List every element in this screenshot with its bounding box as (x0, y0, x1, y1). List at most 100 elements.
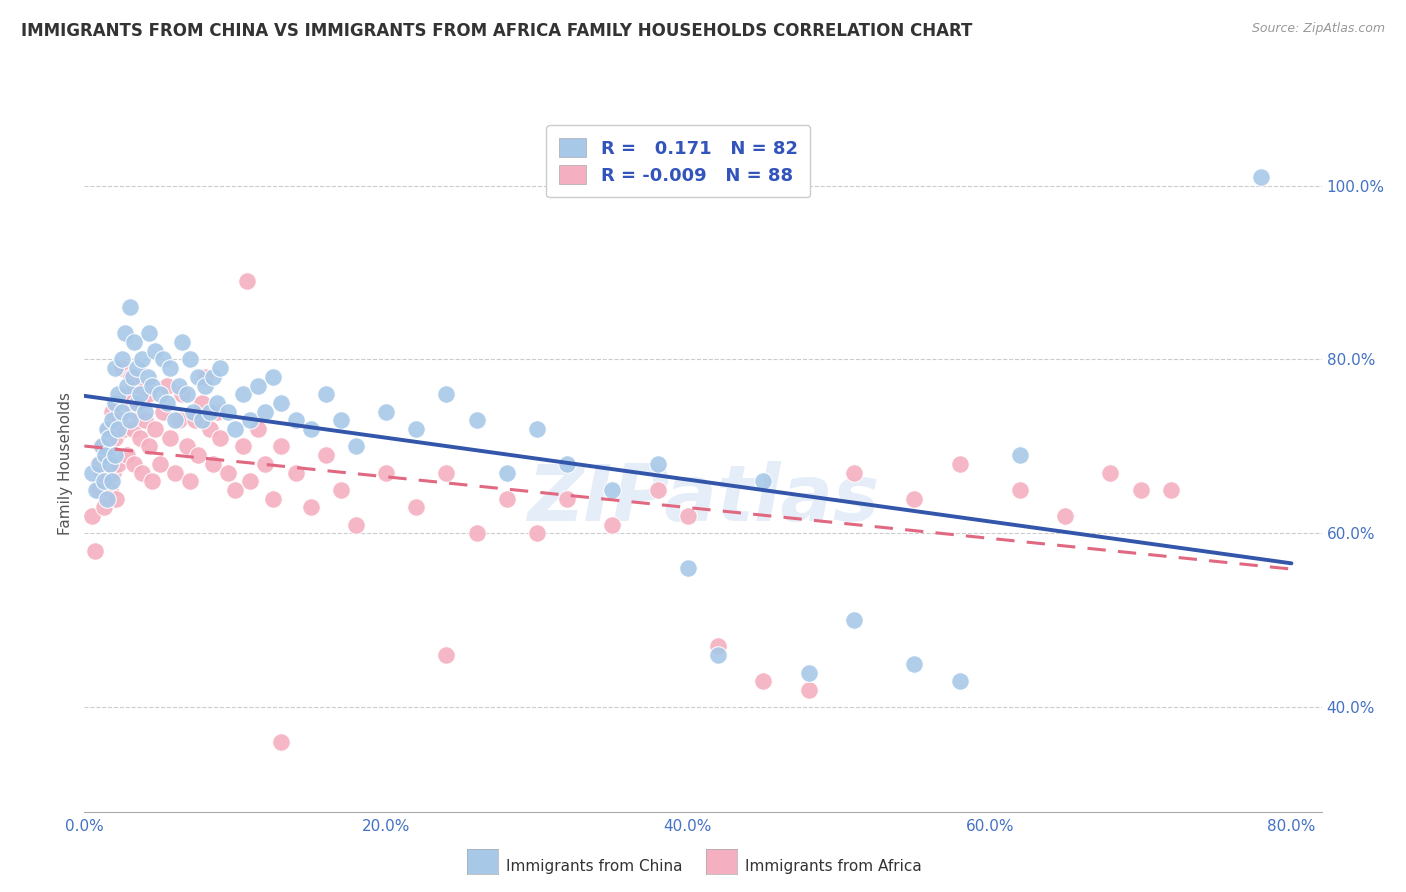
Point (172, 334, 194, 349)
Point (152, 405, 174, 419)
Point (602, 483, 624, 497)
Point (121, 422, 143, 436)
Point (107, 387, 129, 401)
Text: IMMIGRANTS FROM CHINA VS IMMIGRANTS FROM AFRICA FAMILY HOUSEHOLDS CORRELATION CH: IMMIGRANTS FROM CHINA VS IMMIGRANTS FROM… (21, 22, 973, 40)
Point (129, 387, 152, 401)
Point (1008, 448, 1031, 462)
Point (80, 466, 103, 480)
Point (156, 396, 179, 410)
Point (93, 474, 115, 488)
Point (138, 440, 160, 454)
Point (114, 326, 136, 341)
Point (100, 405, 122, 419)
Point (647, 483, 669, 497)
Point (270, 396, 292, 410)
Point (115, 378, 138, 392)
Point (284, 413, 307, 427)
Point (224, 483, 246, 497)
Point (232, 440, 254, 454)
Point (246, 378, 269, 392)
Text: Immigrants from China: Immigrants from China (506, 859, 683, 873)
Point (128, 378, 150, 392)
Point (842, 466, 865, 480)
Point (118, 396, 141, 410)
Point (181, 405, 204, 419)
Point (156, 378, 179, 392)
Point (236, 274, 259, 288)
Point (315, 387, 337, 401)
Point (752, 674, 775, 689)
Point (129, 431, 152, 445)
Point (201, 369, 224, 384)
Point (209, 431, 232, 445)
Point (186, 448, 208, 462)
Point (254, 405, 277, 419)
Point (103, 431, 125, 445)
Point (176, 387, 198, 401)
Point (842, 614, 865, 628)
Point (149, 387, 172, 401)
Point (80, 508, 103, 523)
Point (103, 396, 125, 410)
Point (465, 526, 488, 541)
Point (94, 448, 117, 462)
Point (169, 378, 191, 392)
Point (224, 422, 246, 436)
Point (111, 405, 134, 419)
Point (143, 422, 166, 436)
Point (131, 466, 153, 480)
Point (141, 474, 163, 488)
Point (91, 440, 114, 454)
Point (138, 326, 160, 341)
Point (89, 483, 111, 497)
Point (194, 369, 217, 384)
Text: ZIPatlas: ZIPatlas (527, 460, 879, 537)
Point (118, 413, 141, 427)
Point (903, 657, 925, 671)
Point (299, 500, 322, 515)
Point (375, 466, 398, 480)
Point (217, 466, 239, 480)
Point (107, 457, 129, 471)
Point (134, 405, 156, 419)
Point (108, 413, 131, 427)
Point (375, 405, 398, 419)
Point (246, 422, 269, 436)
Point (239, 474, 262, 488)
Point (948, 674, 970, 689)
Point (118, 300, 141, 315)
Point (179, 474, 201, 488)
Text: Immigrants from Africa: Immigrants from Africa (745, 859, 922, 873)
Point (948, 457, 970, 471)
Point (98, 483, 121, 497)
Point (209, 361, 232, 376)
Point (797, 665, 820, 680)
Point (127, 405, 149, 419)
Point (1129, 483, 1152, 497)
Point (254, 457, 277, 471)
Point (107, 422, 129, 436)
Point (436, 648, 458, 662)
Y-axis label: Family Households: Family Households (58, 392, 73, 535)
Point (87, 457, 110, 471)
Point (555, 457, 578, 471)
Point (344, 440, 367, 454)
Point (96, 448, 118, 462)
Point (103, 361, 125, 376)
Point (1008, 483, 1031, 497)
Point (169, 413, 191, 427)
Point (198, 422, 221, 436)
Point (94, 474, 117, 488)
Point (315, 448, 337, 462)
Point (647, 457, 669, 471)
Point (198, 405, 221, 419)
Point (105, 491, 128, 506)
Point (163, 466, 186, 480)
Point (96, 422, 118, 436)
Point (97, 431, 120, 445)
Point (405, 422, 427, 436)
Point (1054, 508, 1077, 523)
Point (159, 361, 181, 376)
Point (111, 361, 134, 376)
Point (186, 369, 208, 384)
